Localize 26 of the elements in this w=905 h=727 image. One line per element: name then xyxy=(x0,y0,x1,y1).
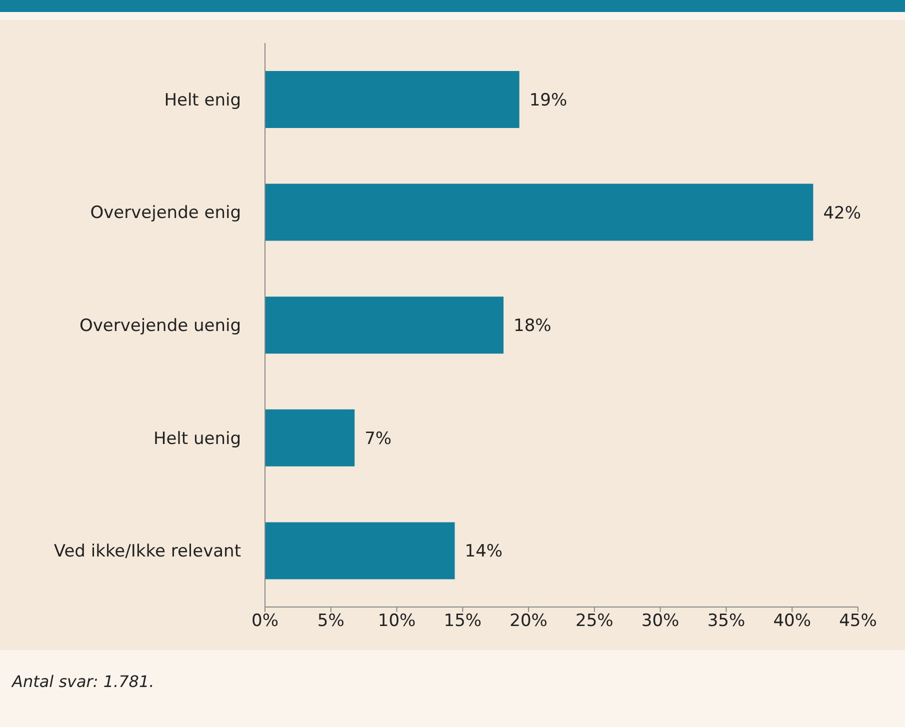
data-label: 14% xyxy=(464,542,503,562)
y-tick-label: Helt enig xyxy=(164,90,241,110)
y-tick-label: Ved ikke/Ikke relevant xyxy=(54,542,242,562)
bar xyxy=(265,522,455,580)
data-label: 18% xyxy=(514,316,552,336)
y-tick-label: Overvejende uenig xyxy=(79,316,241,336)
x-tick-label: 15% xyxy=(444,611,482,632)
x-tick-label: 40% xyxy=(773,611,812,632)
x-tick-label: 0% xyxy=(252,611,278,632)
text: Antal svar: 1.781. xyxy=(12,672,154,691)
x-tick-label: 25% xyxy=(576,611,614,632)
data-label: 42% xyxy=(823,203,861,224)
bar xyxy=(265,71,520,128)
y-tick-label: Helt uenig xyxy=(153,428,241,449)
x-tick-label: 30% xyxy=(641,611,680,632)
x-tick-label: 20% xyxy=(510,611,548,632)
bar xyxy=(265,409,355,466)
bar xyxy=(265,184,814,241)
y-tick-label: Overvejende enig xyxy=(90,203,241,224)
x-tick-label: 10% xyxy=(378,611,416,632)
x-tick-label: 35% xyxy=(707,611,746,632)
data-label: 19% xyxy=(529,90,568,111)
bar xyxy=(265,296,504,354)
x-tick-label: 45% xyxy=(839,611,877,632)
x-tick-label: 5% xyxy=(317,611,344,632)
data-label: 7% xyxy=(364,428,392,449)
